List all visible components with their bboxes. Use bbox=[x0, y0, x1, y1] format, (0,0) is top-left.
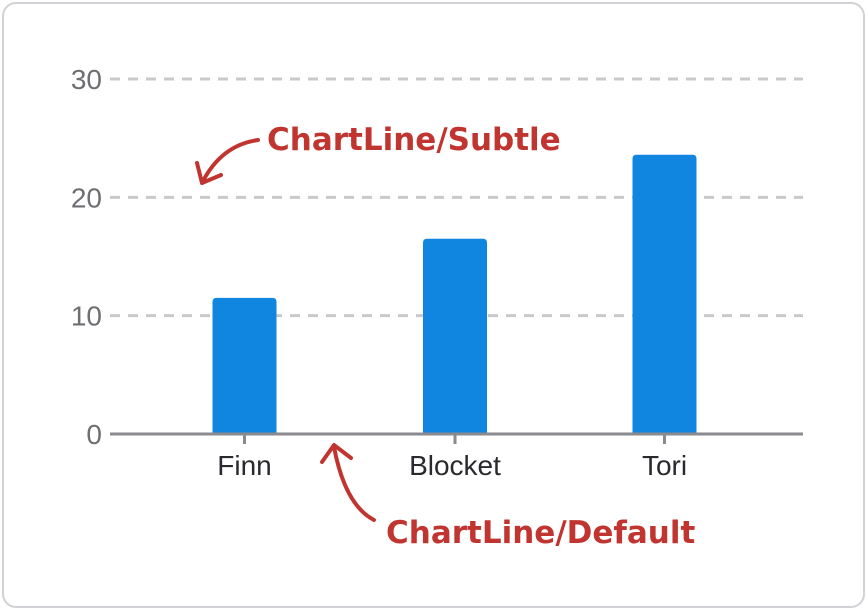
annotation-default-arrowhead bbox=[320, 443, 353, 464]
x-tick-label: Finn bbox=[217, 450, 271, 481]
annotation-subtle: ChartLine/Subtle bbox=[195, 122, 561, 185]
x-axis-ticks: Finn Blocket Tori bbox=[217, 434, 687, 481]
x-tick-label: Blocket bbox=[409, 450, 501, 481]
y-tick-label: 0 bbox=[86, 419, 102, 450]
y-tick-label: 20 bbox=[71, 182, 102, 213]
bar-tori bbox=[632, 154, 697, 434]
annotation-default-arrow bbox=[332, 445, 376, 522]
bars bbox=[212, 154, 697, 434]
x-tick-label: Tori bbox=[642, 450, 687, 481]
bar-blocket bbox=[423, 238, 487, 434]
y-tick-label: 30 bbox=[71, 64, 102, 95]
annotation-default: ChartLine/Default bbox=[320, 443, 696, 551]
annotation-subtle-arrow bbox=[201, 138, 260, 183]
annotation-subtle-arrowhead bbox=[195, 161, 223, 185]
annotation-subtle-label: ChartLine/Subtle bbox=[267, 122, 561, 158]
annotation-default-label: ChartLine/Default bbox=[386, 515, 696, 551]
y-axis-ticks: 0 10 20 30 bbox=[71, 64, 102, 450]
y-tick-label: 10 bbox=[71, 301, 102, 332]
bar-finn bbox=[212, 297, 277, 434]
